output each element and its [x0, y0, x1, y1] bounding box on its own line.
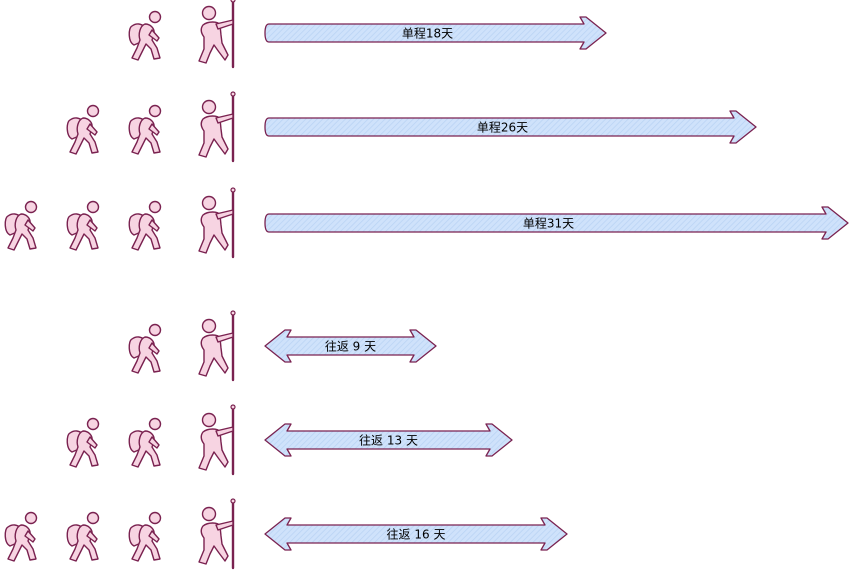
hiker-group: [128, 0, 236, 69]
hiker-with-staff-icon: [198, 187, 236, 259]
hiker-group: [4, 498, 236, 570]
trip-row-1: 单程18天: [128, 0, 607, 69]
duration-label: 往返 13 天: [359, 433, 418, 448]
hiker-group: [128, 310, 236, 382]
hiker-with-staff-icon: [198, 404, 236, 476]
hiker-with-backpack-icon: [66, 104, 100, 155]
duration-label: 单程18天: [402, 26, 453, 41]
round-trip-arrow: [264, 517, 568, 551]
hiker-with-backpack-icon: [4, 511, 38, 562]
duration-label: 往返 9 天: [325, 339, 376, 354]
duration-label: 单程26天: [477, 120, 528, 135]
one-way-arrow: [264, 110, 757, 144]
trip-row-5: 往返 13 天: [66, 404, 513, 476]
hiker-with-backpack-icon: [128, 104, 162, 155]
trip-row-3: 单程31天: [4, 187, 849, 259]
hiker-with-backpack-icon: [66, 200, 100, 251]
hiker-with-backpack-icon: [66, 511, 100, 562]
hiker-with-backpack-icon: [66, 417, 100, 468]
trip-row-6: 往返 16 天: [4, 498, 568, 570]
one-way-arrow: [264, 16, 607, 50]
duration-label: 单程31天: [523, 216, 574, 231]
hiker-with-backpack-icon: [128, 200, 162, 251]
hiker-with-staff-icon: [198, 91, 236, 163]
hiker-group: [66, 91, 236, 163]
hiker-with-backpack-icon: [128, 511, 162, 562]
hiker-with-backpack-icon: [4, 200, 38, 251]
hiker-with-backpack-icon: [128, 323, 162, 374]
hiker-with-staff-icon: [198, 310, 236, 382]
round-trip-arrow: [264, 329, 437, 363]
hiker-group: [4, 187, 236, 259]
one-way-arrow: [264, 206, 849, 240]
hiker-with-staff-icon: [198, 0, 236, 69]
duration-label: 往返 16 天: [387, 527, 446, 542]
trip-row-4: 往返 9 天: [128, 310, 437, 382]
hiker-with-staff-icon: [198, 498, 236, 570]
hiker-with-backpack-icon: [128, 10, 162, 61]
hiker-with-backpack-icon: [128, 417, 162, 468]
hiker-group: [66, 404, 236, 476]
trip-row-2: 单程26天: [66, 91, 757, 163]
round-trip-arrow: [264, 423, 513, 457]
